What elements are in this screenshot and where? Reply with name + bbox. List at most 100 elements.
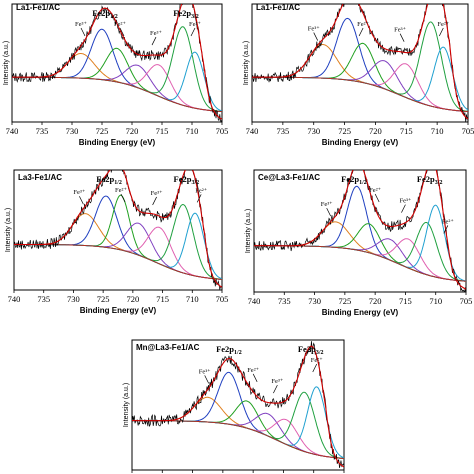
panel-3: 740 735 730 725 720 715 710 705 Binding Energy (… (0, 162, 230, 322)
raw-spectrum (254, 170, 466, 292)
x-tick-label: 740 (6, 126, 19, 136)
panel-title: La1-Fe1/AC (16, 3, 60, 12)
chart-svg-4: 740 735 730 725 720 715 710 705 Binding Energy (… (245, 169, 473, 317)
peak-label: Fe2p3/2 (417, 174, 443, 186)
peak-arrow (312, 363, 318, 373)
x-tick-label: 735 (278, 296, 291, 306)
fit-component (14, 222, 222, 280)
peak-label: Fe2p1/2 (92, 8, 118, 20)
peak-label: Fe²⁺ (437, 21, 449, 28)
fit-envelope (12, 4, 222, 120)
raw-spectrum (252, 4, 468, 122)
fit-component (12, 28, 222, 112)
x-tick-label: 725 (97, 294, 110, 304)
peak-arrow (252, 373, 258, 383)
peak-arrow (120, 193, 126, 203)
y-axis-label: Intensity (a.u.) (5, 208, 12, 252)
peak-arrow (204, 375, 209, 384)
peak-arrow (374, 193, 380, 203)
fit-component (252, 21, 468, 112)
x-tick-label: 705 (460, 296, 473, 306)
peak-label: Fe²⁺ (247, 367, 259, 374)
x-tick-label: 710 (431, 126, 444, 136)
peak-arrow (152, 196, 157, 206)
x-axis-label: Binding Energy (eV) (79, 138, 156, 147)
y-axis-label: Intensity (a.u.) (123, 383, 130, 427)
panel-4: 740 735 730 725 720 715 710 705 Binding Energy (… (238, 162, 474, 327)
fit-component (12, 64, 222, 112)
peak-label: Fe³⁺ (199, 368, 211, 375)
plot-area (14, 170, 222, 290)
panel-title: La1-Fe1/AC (256, 3, 300, 12)
fit-component (254, 223, 466, 282)
x-tick-label: 740 (8, 294, 21, 304)
x-tick-label: 725 (338, 126, 351, 136)
peak-label: Fe2p1/2 (216, 344, 242, 356)
peak-arrow (399, 33, 405, 42)
x-tick-label: 730 (67, 294, 80, 304)
peak-arrow (273, 384, 278, 394)
peak-arrow (151, 36, 157, 46)
x-tick-label: 735 (36, 126, 49, 136)
fit-component (254, 222, 466, 282)
x-tick-label: 710 (186, 126, 199, 136)
x-tick-label: 730 (307, 126, 320, 136)
background-line (254, 245, 466, 282)
peak-label: Fe³⁺ (399, 198, 411, 205)
x-axis-label: Binding Energy (eV) (80, 306, 157, 315)
chart-svg-2: 740 735 730 725 720 715 710 705 Binding Energy (… (243, 3, 474, 147)
fit-component (254, 238, 466, 282)
fit-component (12, 51, 222, 112)
y-axis-label: Intensity (a.u.) (3, 41, 10, 85)
x-tick-label: 735 (37, 294, 50, 304)
background-line (12, 76, 222, 112)
plot-area (12, 4, 222, 122)
peak-label: Fe²⁺ (115, 187, 127, 194)
x-tick-label: 705 (216, 126, 229, 136)
x-tick-label: 710 (186, 294, 199, 304)
x-tick-label: 725 (338, 296, 351, 306)
fit-envelope (254, 170, 466, 290)
peak-label: Fe³⁺ (321, 201, 333, 208)
peak-label: Fe2p1/2 (341, 174, 367, 186)
fit-component (252, 63, 468, 112)
fit-component (12, 64, 222, 112)
x-tick-label: 725 (96, 126, 109, 136)
panel-title: Ce@La3-Fe1/AC (258, 173, 320, 182)
fit-envelope (252, 4, 468, 120)
x-axis-label: Binding Energy (eV) (322, 308, 399, 317)
raw-spectrum (14, 170, 222, 290)
peak-arrow (401, 204, 406, 213)
x-tick-label: 720 (126, 294, 139, 304)
peak-label: Fe²⁺ (114, 21, 126, 28)
peak-label: Fe2p3/2 (173, 8, 199, 20)
plot-frame (253, 169, 467, 293)
peak-arrow (119, 27, 125, 37)
peak-arrow (358, 27, 364, 37)
x-tick-label: 730 (308, 296, 321, 306)
peak-arrow (439, 27, 444, 37)
x-tick-label: 720 (369, 126, 382, 136)
peak-label: Fe²⁺ (189, 21, 201, 28)
peak-arrow (313, 32, 319, 41)
chart-svg-1: 740 735 730 725 720 715 710 705 Binding Energy (… (3, 3, 229, 147)
peak-label: Fe²⁺ (195, 187, 207, 194)
fit-component (132, 386, 344, 459)
peak-label: Fe³⁺ (75, 21, 87, 28)
peak-arrow (80, 27, 86, 37)
background-line (14, 243, 222, 280)
fit-envelope (132, 345, 344, 468)
peak-label: Fe²⁺ (357, 21, 369, 28)
peak-label: Fe³⁺ (394, 27, 406, 34)
x-tick-label: 715 (399, 296, 412, 306)
peak-label: Fe³⁺ (151, 190, 163, 197)
x-tick-label: 740 (248, 296, 261, 306)
plot-frame (251, 3, 469, 123)
fit-component (132, 371, 344, 459)
peak-arrow (190, 27, 196, 37)
fit-component (12, 26, 222, 112)
peak-label: Fe2p3/2 (174, 174, 200, 186)
panel-title: Mn@La3-Fe1/AC (136, 343, 200, 352)
x-tick-label: 715 (156, 294, 169, 304)
